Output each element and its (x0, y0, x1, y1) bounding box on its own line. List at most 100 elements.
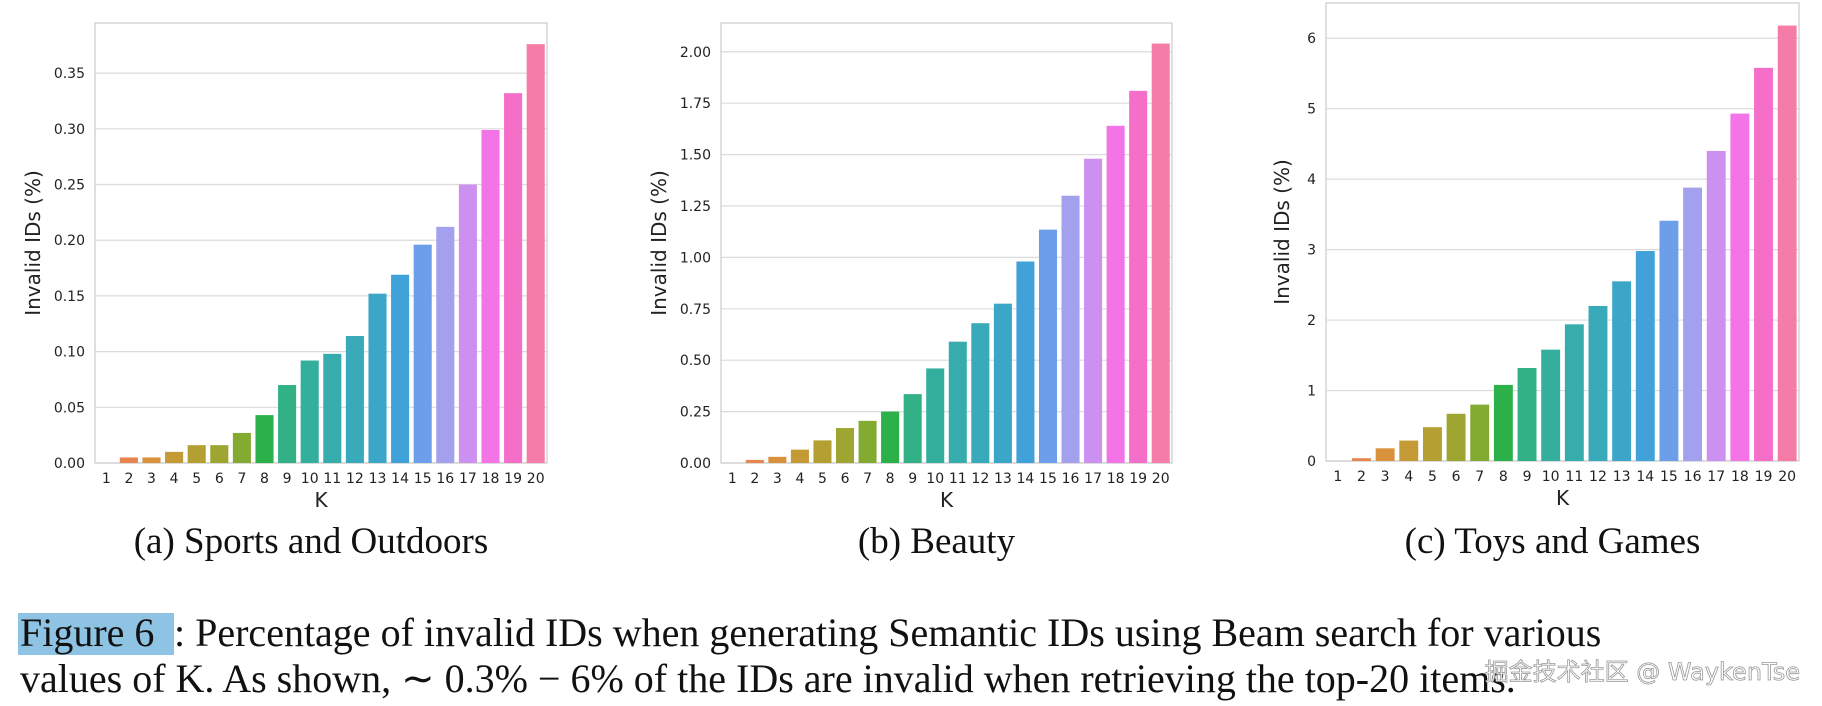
bar (323, 353, 342, 463)
bar (1777, 25, 1797, 461)
bar (858, 420, 877, 463)
bar (768, 456, 787, 463)
x-tick-label: 18 (1731, 469, 1749, 485)
bar (526, 44, 545, 464)
x-tick-label: 13 (994, 471, 1012, 487)
x-tick-label: 8 (886, 471, 895, 487)
bar (1129, 90, 1148, 463)
y-tick-label: 1.50 (680, 148, 711, 164)
y-tick-label: 0.15 (54, 289, 85, 305)
y-tick-label: 1.00 (680, 250, 711, 266)
x-tick-label: 10 (1542, 469, 1560, 485)
bar (1061, 195, 1080, 464)
y-tick-label: 0 (1307, 454, 1316, 470)
x-tick-label: 19 (1129, 471, 1147, 487)
bar (971, 323, 990, 463)
bar (1422, 427, 1442, 461)
x-tick-label: 5 (1428, 469, 1437, 485)
x-tick-label: 12 (971, 471, 989, 487)
x-tick-label: 10 (926, 471, 944, 487)
x-tick-label: 17 (1084, 471, 1102, 487)
x-tick-label: 6 (841, 471, 850, 487)
bar (142, 457, 161, 463)
bar (436, 226, 455, 463)
x-tick-label: 14 (391, 471, 409, 487)
bar (300, 360, 319, 463)
bar (1470, 404, 1490, 461)
y-tick-label: 5 (1307, 102, 1316, 118)
bar (1541, 349, 1561, 461)
y-tick-label: 0.50 (680, 353, 711, 369)
x-tick-label: 2 (1357, 469, 1366, 485)
bar (504, 93, 523, 463)
bar (1706, 150, 1726, 461)
x-tick-label: 12 (346, 471, 364, 487)
y-tick-label: 0.00 (680, 456, 711, 472)
chart-title: (c) Toys and Games (1405, 521, 1701, 562)
bar (255, 415, 274, 463)
x-tick-label: 1 (102, 471, 111, 487)
y-tick-label: 4 (1307, 172, 1316, 188)
plot-frame (94, 22, 548, 464)
x-tick-label: 14 (1017, 471, 1035, 487)
bar (948, 341, 967, 463)
x-tick-label: 20 (1778, 469, 1796, 485)
y-tick-label: 2.00 (680, 45, 711, 61)
x-tick-label: 12 (1589, 469, 1607, 485)
x-tick-label: 1 (1333, 469, 1342, 485)
plot-frame (1325, 2, 1800, 462)
bar (1659, 220, 1679, 461)
bar (903, 394, 922, 463)
x-tick-label: 11 (1565, 469, 1583, 485)
x-tick-label: 18 (1107, 471, 1125, 487)
x-axis-label: K (314, 488, 328, 512)
x-tick-label: 11 (949, 471, 967, 487)
y-tick-label: 0.10 (54, 345, 85, 361)
y-tick-label: 0.05 (54, 400, 85, 416)
x-tick-label: 9 (908, 471, 917, 487)
y-tick-label: 0.25 (54, 178, 85, 194)
bar (1493, 384, 1513, 461)
bar (1612, 281, 1632, 461)
bar (1399, 440, 1419, 461)
x-tick-label: 11 (323, 471, 341, 487)
bar (458, 184, 477, 463)
bar (1375, 448, 1395, 461)
caption-label: Figure 6 (20, 610, 154, 655)
y-tick-label: 0.35 (54, 66, 85, 82)
x-tick-label: 8 (1499, 469, 1508, 485)
x-tick-label: 7 (237, 471, 246, 487)
x-tick-label: 18 (482, 471, 500, 487)
x-tick-label: 1 (728, 471, 737, 487)
bar (1754, 67, 1773, 461)
x-tick-label: 15 (1039, 471, 1057, 487)
bar (813, 440, 832, 463)
x-tick-label: 10 (301, 471, 319, 487)
x-tick-label: 2 (124, 471, 133, 487)
y-tick-label: 6 (1307, 31, 1316, 47)
bar (345, 336, 364, 463)
plot-frame (720, 22, 1173, 464)
x-tick-label: 9 (1523, 469, 1532, 485)
y-tick-label: 0.30 (54, 122, 85, 138)
bar (232, 432, 251, 463)
y-tick-label: 0.75 (680, 302, 711, 318)
x-tick-label: 15 (414, 471, 432, 487)
bar (1084, 158, 1103, 463)
y-tick-label: 2 (1307, 313, 1316, 329)
x-tick-label: 16 (1684, 469, 1702, 485)
bar (1588, 305, 1608, 461)
bar (881, 411, 900, 463)
bar (210, 445, 229, 463)
x-tick-label: 20 (1152, 471, 1170, 487)
y-tick-label: 1.75 (680, 96, 711, 112)
bar (745, 459, 764, 463)
x-tick-label: 20 (527, 471, 545, 487)
bar (481, 129, 500, 463)
y-tick-label: 0.20 (54, 233, 85, 249)
bar (1564, 324, 1584, 461)
x-tick-label: 7 (863, 471, 872, 487)
x-tick-label: 6 (215, 471, 224, 487)
x-tick-label: 3 (147, 471, 156, 487)
x-tick-label: 16 (1062, 471, 1080, 487)
